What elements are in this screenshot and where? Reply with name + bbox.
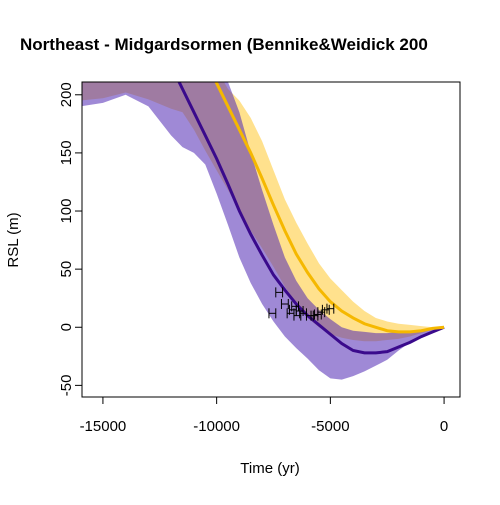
- x-tick-label: -10000: [193, 418, 240, 435]
- y-tick-label: 100: [58, 199, 75, 224]
- chart-title: Northeast - Midgardsormen (Bennike&Weidi…: [20, 35, 428, 54]
- data-point: [326, 303, 335, 314]
- y-tick-label: 150: [58, 140, 75, 165]
- model-line: [214, 82, 445, 334]
- plot-frame: [81, 81, 461, 398]
- y-axis-label: RSL (m): [5, 212, 22, 267]
- data-point: [280, 299, 289, 310]
- data-point: [275, 287, 284, 298]
- plot-area: [82, 82, 445, 380]
- x-axis-label: Time (yr): [240, 460, 299, 477]
- data-point: [291, 301, 300, 312]
- x-tick-label: 0: [440, 418, 448, 435]
- data-point: [321, 304, 330, 315]
- y-tick-label: 200: [58, 82, 75, 107]
- x-tick-label: -15000: [80, 418, 127, 435]
- y-tick-label: -50: [58, 375, 75, 397]
- uncertainty-band: [82, 82, 445, 380]
- x-tick-label: -5000: [311, 418, 349, 435]
- data-point: [317, 307, 326, 318]
- y-tick-label: 0: [58, 323, 75, 331]
- y-tick-label: 50: [58, 261, 75, 278]
- data-point: [268, 308, 277, 319]
